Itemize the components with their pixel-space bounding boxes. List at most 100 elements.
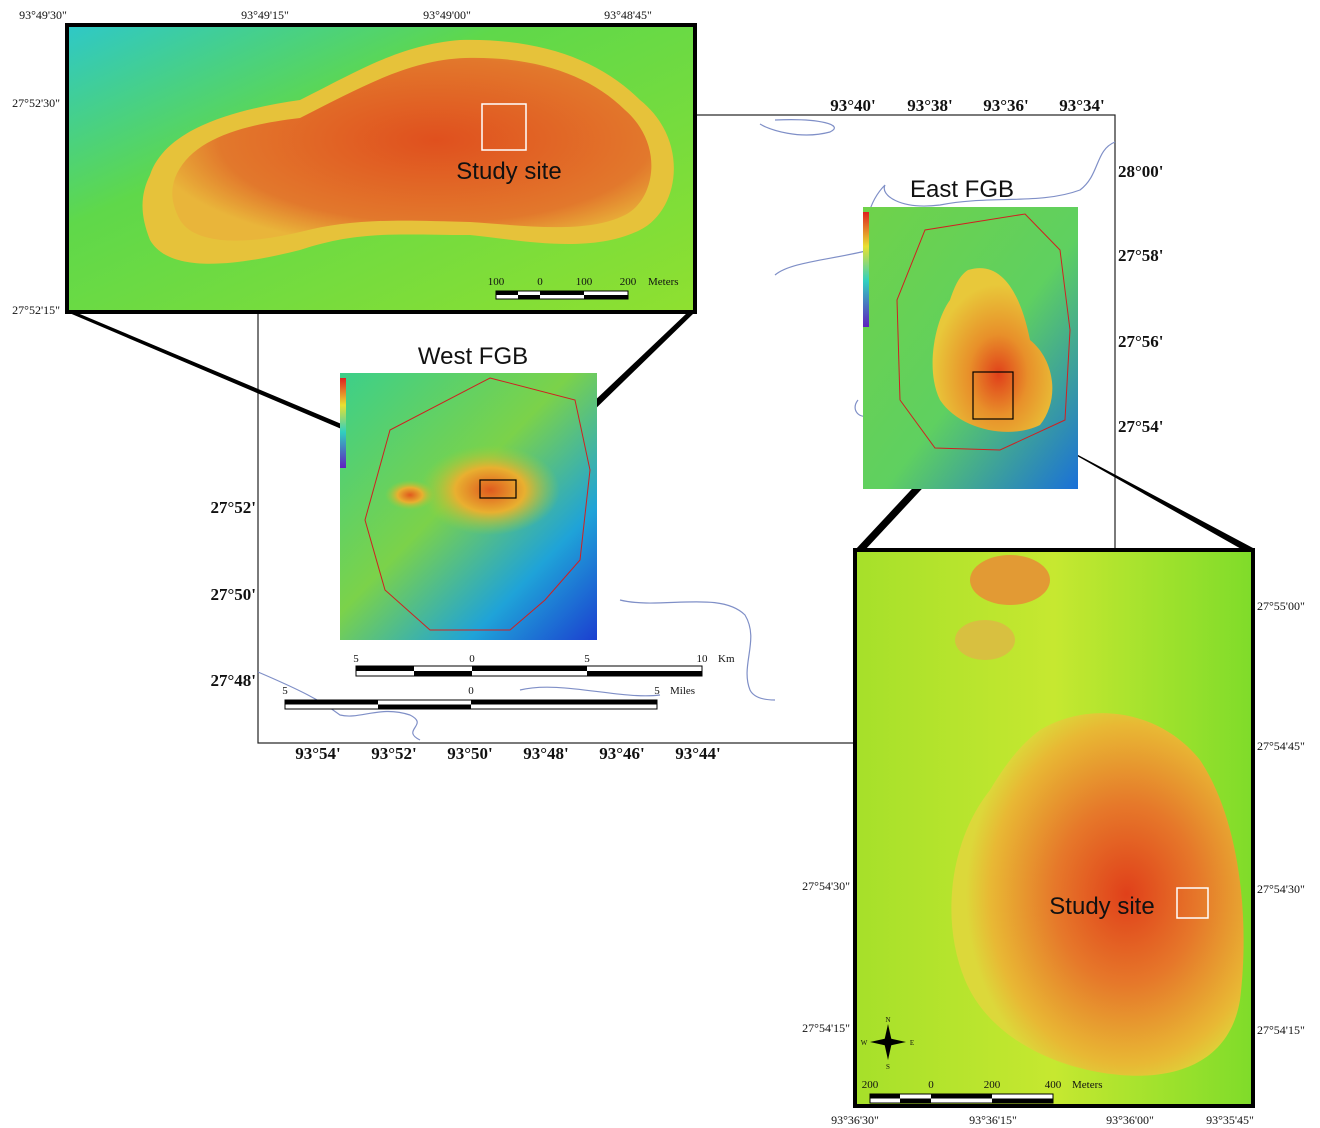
scale-segment xyxy=(414,671,472,676)
mile-scale: 5 0 5 Miles xyxy=(282,685,695,710)
lat-label: 27°48' xyxy=(210,671,256,690)
coastline xyxy=(257,119,1116,741)
scale-bar: 100 0 100 200 Meters xyxy=(488,276,679,300)
lon-label: 93°49'00" xyxy=(423,8,471,22)
lat-label: 27°54'45" xyxy=(1257,739,1305,753)
lon-label: 93°46' xyxy=(599,744,645,763)
sanctuary-boundary xyxy=(896,213,1071,451)
compass-label: N xyxy=(885,1016,890,1024)
compass: N S E W xyxy=(861,1016,914,1071)
west-fgb: West FGB xyxy=(340,343,597,640)
scale-segment xyxy=(285,700,378,705)
bank-relief xyxy=(955,620,1015,660)
scale-label: Meters xyxy=(648,276,679,288)
scale-label: 0 xyxy=(468,685,474,697)
sanctuary-boundary xyxy=(364,377,591,631)
bank-relief xyxy=(420,445,560,535)
lat-label: 27°54'30" xyxy=(802,879,850,893)
compass-label: E xyxy=(910,1039,914,1047)
site-box xyxy=(1176,887,1209,919)
lat-label: 27°52'30" xyxy=(12,96,60,110)
bank-crest xyxy=(172,57,652,241)
lon-label: 93°44' xyxy=(675,744,721,763)
lon-label: 93°49'15" xyxy=(241,8,289,22)
lon-label: 93°36'15" xyxy=(969,1113,1017,1127)
scale-segment xyxy=(584,295,628,299)
site-label: Study site xyxy=(1049,893,1154,920)
lon-label: 93°34' xyxy=(1059,96,1105,115)
east-fgb: East FGB xyxy=(863,176,1078,489)
scale-label: 100 xyxy=(576,276,593,288)
lon-label: 93°36' xyxy=(983,96,1029,115)
lon-label: 93°49'30" xyxy=(19,8,67,22)
bank-label: West FGB xyxy=(418,343,528,370)
lat-label: 27°56' xyxy=(1118,332,1164,351)
bank-crest xyxy=(951,713,1244,1076)
scale-segment xyxy=(540,291,584,295)
lon-label: 93°50' xyxy=(447,744,493,763)
scale-segment xyxy=(992,1098,1053,1103)
west-inset: Study site 93°49'30" 93°49'15" 93°49'00"… xyxy=(12,8,697,317)
lon-label: 93°36'30" xyxy=(831,1113,879,1127)
connector xyxy=(1010,418,1253,550)
scale-label: 100 xyxy=(488,276,505,288)
lat-label: 27°54' xyxy=(1118,417,1164,436)
lat-label: 27°52'15" xyxy=(12,303,60,317)
lon-label: 93°52' xyxy=(371,744,417,763)
scale-segment xyxy=(870,1094,900,1099)
scale-label: 5 xyxy=(584,653,590,665)
lat-label: 27°54'15" xyxy=(1257,1023,1305,1037)
lon-label: 93°35'45" xyxy=(1206,1113,1254,1127)
lon-label: 93°36'00" xyxy=(1106,1113,1154,1127)
scale-segment xyxy=(471,700,657,705)
lon-label: 93°48'45" xyxy=(604,8,652,22)
scale-segment xyxy=(900,1098,931,1103)
scale-segment xyxy=(356,666,414,671)
lat-label: 27°52' xyxy=(210,498,256,517)
lat-label: 27°54'30" xyxy=(1257,882,1305,896)
compass-needle xyxy=(870,1038,906,1046)
site-label: Study site xyxy=(456,158,561,185)
scale-label: 200 xyxy=(620,276,637,288)
scale-label: 10 xyxy=(697,653,709,665)
lat-label: 27°50' xyxy=(210,585,256,604)
inset-border xyxy=(65,23,697,314)
scale-segment xyxy=(587,671,702,676)
inset-box xyxy=(972,371,1014,420)
scale-label: 5 xyxy=(353,653,359,665)
scale-label: Miles xyxy=(670,685,695,697)
lon-label: 93°48' xyxy=(523,744,569,763)
scale-label: Km xyxy=(718,653,735,665)
compass-label: W xyxy=(861,1039,868,1047)
scale-segment xyxy=(496,291,518,295)
scale-label: 400 xyxy=(1045,1079,1062,1091)
scale-label: 0 xyxy=(928,1079,934,1091)
depth-legend xyxy=(340,378,346,468)
scale-label: 0 xyxy=(469,653,475,665)
lat-label: 28°00' xyxy=(1118,162,1164,181)
site-box xyxy=(481,103,527,151)
scale-segment xyxy=(518,295,540,299)
bank-label: East FGB xyxy=(910,176,1014,203)
scale-label: 200 xyxy=(862,1079,879,1091)
lon-label: 93°40' xyxy=(830,96,876,115)
depth-legend xyxy=(863,212,869,327)
scale-label: 5 xyxy=(654,685,660,697)
lat-label: 27°54'15" xyxy=(802,1021,850,1035)
bank-relief xyxy=(385,480,435,510)
km-scale: 5 0 5 10 Km xyxy=(353,653,735,677)
compass-label: S xyxy=(886,1063,890,1071)
scale-segment xyxy=(931,1094,992,1099)
scale-label: Meters xyxy=(1072,1079,1103,1091)
inset-box xyxy=(479,479,517,499)
lat-label: 27°58' xyxy=(1118,246,1164,265)
inset-border xyxy=(853,548,1255,1108)
lat-label: 27°55'00" xyxy=(1257,599,1305,613)
bank-relief xyxy=(970,555,1050,605)
bank-relief xyxy=(932,268,1053,432)
lon-label: 93°54' xyxy=(295,744,341,763)
scale-label: 200 xyxy=(984,1079,1001,1091)
lon-label: 93°38' xyxy=(907,96,953,115)
